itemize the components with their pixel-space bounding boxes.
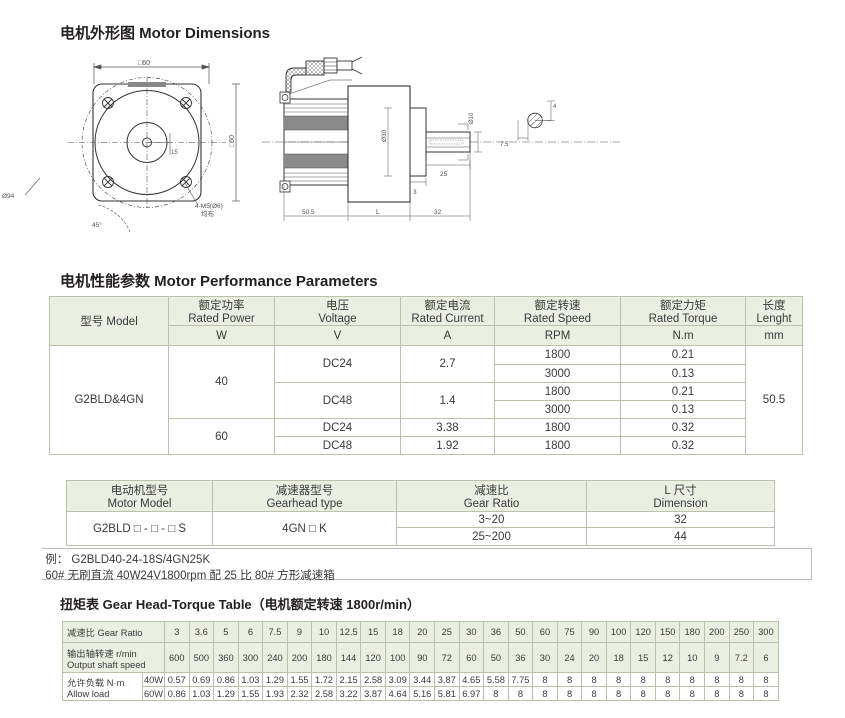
svg-text:4: 4 [553,104,557,110]
svg-text:45°: 45° [92,221,102,229]
svg-text:Ø30: Ø30 [381,129,388,142]
svg-text:7.5: 7.5 [500,142,509,148]
svg-text:15: 15 [171,150,178,156]
svg-text:□60: □60 [229,135,236,147]
svg-text:L: L [376,209,380,216]
svg-text:Ø94: Ø94 [2,193,15,200]
svg-text:□60: □60 [138,60,150,67]
svg-text:4-M5(Ø6): 4-M5(Ø6) [195,203,223,210]
svg-text:3: 3 [413,189,417,196]
svg-text:25: 25 [440,171,448,178]
svg-text:50.5: 50.5 [302,209,315,216]
svg-text:Ø10: Ø10 [469,112,475,124]
svg-text:均布: 均布 [201,209,215,218]
svg-text:32: 32 [434,209,442,216]
